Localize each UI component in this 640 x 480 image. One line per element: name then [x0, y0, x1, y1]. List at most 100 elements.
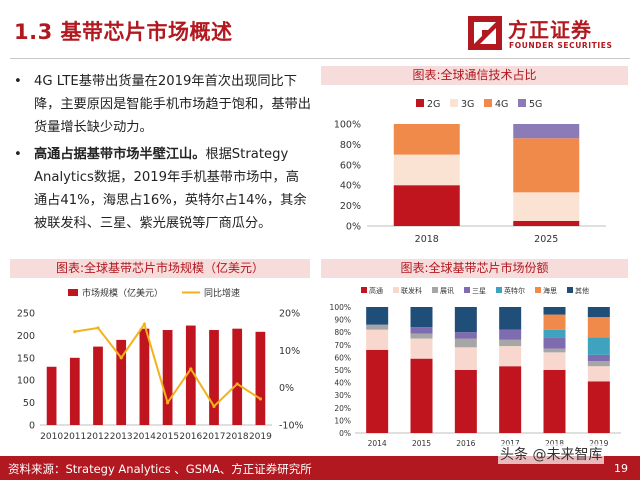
line-point	[119, 356, 123, 360]
bar	[209, 330, 219, 425]
x-tick-label: 2025	[534, 234, 558, 245]
bullet-text: 4G LTE基带出货量在2019年首次出现同比下降，主要原因是智能手机市场趋于饱…	[34, 74, 311, 135]
line-point	[258, 397, 262, 401]
x-tick-label: 2015	[412, 439, 431, 448]
bar-segment	[543, 337, 566, 349]
x-tick-label: 2013	[110, 432, 133, 442]
legend-swatch	[68, 289, 78, 296]
page-title: 1.3 基带芯片市场概述	[14, 20, 233, 44]
bar-segment	[499, 307, 522, 330]
bar-segment	[499, 346, 522, 367]
x-tick-label: 2010	[40, 432, 63, 442]
y-tick-label: 70%	[334, 341, 351, 350]
legend-label: 联发科	[401, 286, 422, 295]
line-point	[235, 382, 239, 386]
y-tick-label-left: 50	[23, 398, 35, 409]
bar-segment	[499, 329, 522, 340]
legend-swatch	[464, 287, 470, 293]
legend-label: 3G	[461, 99, 474, 110]
y-tick-label-right: 0%	[279, 383, 294, 394]
y-tick-label: 90%	[334, 316, 351, 325]
y-tick-label-left: 0	[29, 421, 35, 432]
bar-segment	[410, 358, 433, 433]
bar-segment	[587, 317, 610, 338]
bar-segment	[366, 329, 389, 350]
logo-text-en: FOUNDER SECURITIES	[509, 41, 613, 50]
y-tick-label: 10%	[334, 416, 351, 425]
y-tick-label: 30%	[334, 391, 351, 400]
legend-label: 4G	[495, 99, 508, 110]
x-tick-label: 2017	[203, 432, 226, 442]
legend-swatch	[416, 99, 424, 107]
y-tick-label: 100%	[334, 120, 361, 131]
legend-label: 展讯	[440, 287, 454, 295]
y-tick-label: 0%	[339, 429, 351, 438]
legend-label: 其他	[575, 286, 589, 295]
legend-swatch	[393, 287, 399, 293]
legend-label: 2G	[427, 99, 440, 110]
bar-segment	[499, 366, 522, 433]
bar-segment	[543, 314, 566, 330]
x-tick-label: 2015	[156, 432, 179, 442]
y-tick-label: 40%	[340, 181, 361, 192]
bar-segment	[499, 339, 522, 347]
line-point	[212, 404, 216, 408]
bullet-list: • 4G LTE基带出货量在2019年首次出现同比下降，主要原因是智能手机市场趋…	[12, 70, 312, 235]
bar-segment	[513, 138, 580, 193]
header-divider	[10, 58, 630, 59]
legend-swatch	[567, 287, 573, 293]
logo-text-cn: 方正证券	[508, 18, 592, 42]
watermark-text: 头条 @未来智库	[498, 444, 605, 464]
x-tick-label: 2014	[133, 432, 156, 442]
y-tick-label-left: 100	[17, 376, 35, 387]
bar-segment	[454, 332, 477, 339]
market-share-chart-title: 图表:全球基带芯片市场份额	[321, 259, 628, 278]
bar-segment	[543, 307, 566, 315]
y-tick-label-right: 10%	[279, 346, 300, 357]
bullet-text: 根据Strategy Analytics数据，2019年手机基带市场中，高通占4…	[34, 147, 307, 231]
page-number: 19	[614, 462, 628, 475]
bar-segment	[543, 348, 566, 353]
bar	[255, 331, 266, 425]
x-tick-label: 2018	[415, 234, 439, 245]
market-share-chart: 高通 联发科 展讯 三星 英特尔 海思 其他 0% 10% 20% 30% 40% 50% 60% 70% 8…	[330, 286, 621, 448]
x-tick-label: 2019	[589, 439, 608, 448]
founder-logo-icon	[468, 16, 502, 50]
bar-segment	[393, 154, 460, 186]
bullet-item: • 高通占据基带市场半壁江山。根据Strategy Analytics数据，20…	[12, 143, 312, 235]
y-tick-label: 40%	[334, 379, 351, 388]
line-point	[73, 330, 77, 334]
header: 1.3 基带芯片市场概述 方正证券 FOUNDER SECURITIES	[0, 0, 640, 58]
y-tick-label-right: -10%	[279, 421, 304, 432]
legend-swatch	[432, 287, 438, 293]
line-point	[166, 401, 170, 405]
x-tick-label: 2012	[87, 432, 110, 442]
legend-swatch	[450, 99, 458, 107]
legend-swatch	[361, 287, 367, 293]
bar-segment	[366, 324, 389, 330]
y-tick-label: 0%	[346, 222, 361, 233]
bar	[162, 330, 173, 425]
y-tick-label-left: 200	[17, 331, 35, 342]
bar	[93, 346, 103, 425]
tech-share-chart-title: 图表:全球通信技术占比	[321, 66, 628, 85]
line-point	[142, 322, 146, 326]
legend-label: 三星	[472, 287, 486, 295]
bar-segment	[543, 370, 566, 433]
bar-segment	[410, 333, 433, 339]
bullet-highlight: 高通占据基带市场半壁江山。	[34, 147, 206, 162]
bar-segment	[393, 185, 460, 226]
bar-segment	[513, 124, 580, 139]
bar-segment	[587, 361, 610, 367]
bullet-item: • 4G LTE基带出货量在2019年首次出现同比下降，主要原因是智能手机市场趋…	[12, 70, 312, 139]
bar-segment	[587, 307, 610, 318]
bar-segment	[410, 338, 433, 359]
y-tick-label: 50%	[334, 366, 351, 375]
bullet-marker: •	[14, 74, 22, 89]
bar	[69, 357, 80, 425]
x-tick-label: 2019	[249, 432, 272, 442]
bar-segment	[513, 192, 580, 221]
line-point	[96, 326, 100, 330]
x-tick-label: 2018	[545, 439, 564, 448]
legend-label: 高通	[369, 286, 383, 295]
